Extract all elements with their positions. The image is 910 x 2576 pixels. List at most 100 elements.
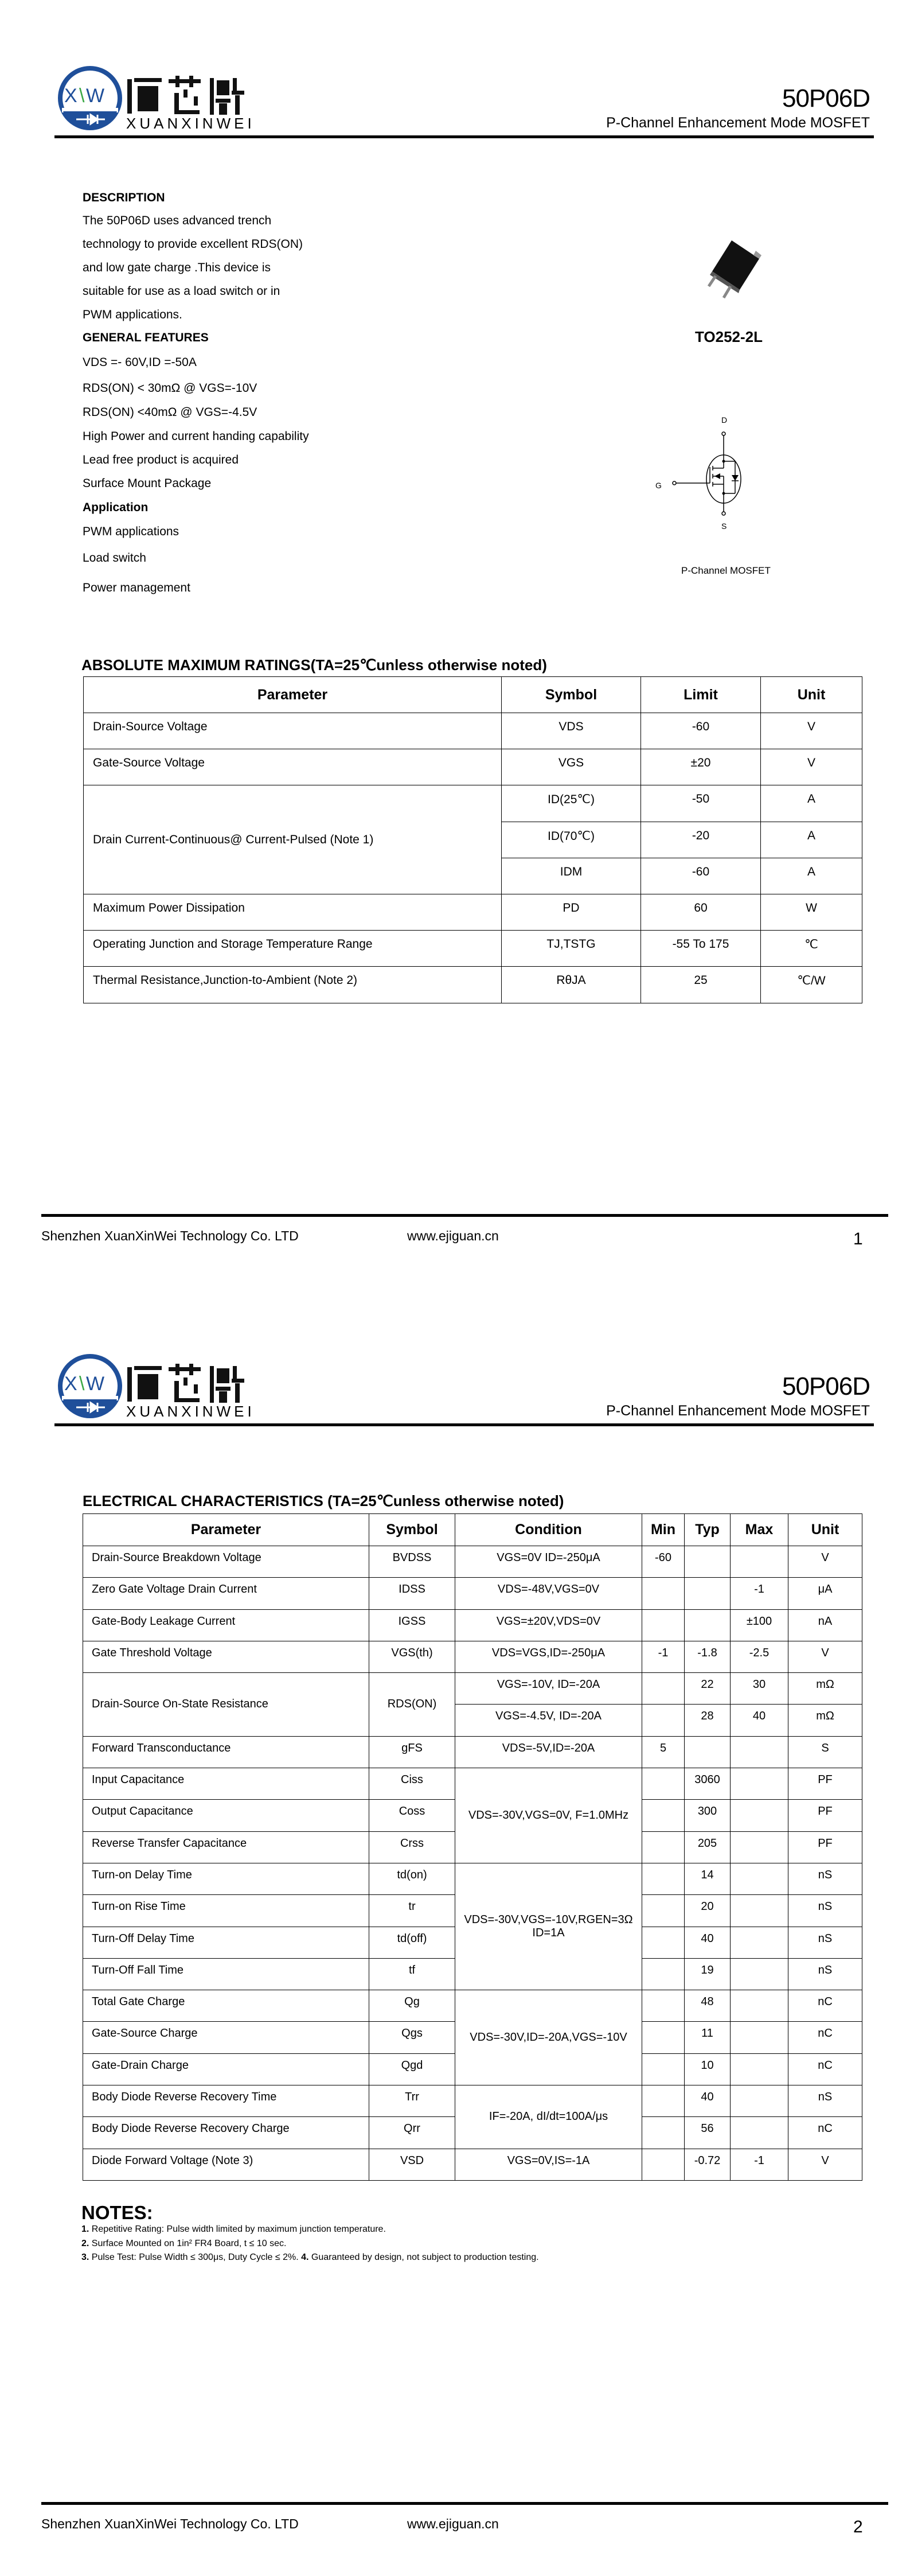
max-cell bbox=[730, 2116, 788, 2149]
symbol-cell: tr bbox=[369, 1894, 455, 1927]
header-divider bbox=[54, 1423, 874, 1426]
part-number: 50P06D bbox=[782, 1372, 870, 1400]
description-heading: DESCRIPTION bbox=[83, 191, 165, 204]
param-cell: Forward Transconductance bbox=[83, 1736, 369, 1769]
svg-text:W: W bbox=[86, 1373, 104, 1395]
param-cell: Input Capacitance bbox=[83, 1768, 369, 1800]
svg-text:\: \ bbox=[79, 85, 85, 107]
param-cell: Reverse Transfer Capacitance bbox=[83, 1831, 369, 1863]
note-number: 4. bbox=[301, 2252, 309, 2262]
device-subtitle: P-Channel Enhancement Mode MOSFET bbox=[606, 1403, 870, 1419]
datasheet-page-1: X \ W XUANXINWEI 50P06D P-Channel Enhanc… bbox=[41, 66, 888, 1248]
symbol-cell: Ciss bbox=[369, 1768, 455, 1800]
max-cell bbox=[730, 1926, 788, 1959]
table-row: IDM -60 A bbox=[84, 857, 862, 894]
table-row: Drain Current-Continuous@ Current-Pulsed… bbox=[83, 785, 862, 894]
note-item: 3. Pulse Test: Pulse Width ≤ 300μs, Duty… bbox=[81, 2252, 539, 2263]
unit-cell: nC bbox=[788, 2053, 862, 2086]
unit-cell: A bbox=[760, 857, 862, 894]
max-cell: 30 bbox=[730, 1672, 788, 1705]
feature-item: High Power and current handing capabilit… bbox=[83, 430, 309, 443]
typ-cell: 28 bbox=[684, 1704, 731, 1737]
typ-cell: 3060 bbox=[684, 1768, 731, 1800]
application-item: PWM applications bbox=[83, 525, 179, 538]
svg-text:\: \ bbox=[79, 1373, 85, 1395]
unit-cell: PF bbox=[788, 1799, 862, 1832]
footer-url[interactable]: www.ejiguan.cn bbox=[407, 2516, 499, 2531]
typ-cell bbox=[684, 1609, 731, 1641]
param-cell: Drain-Source Voltage bbox=[83, 712, 502, 750]
abs-max-title: ABSOLUTE MAXIMUM RATINGS(TA=25℃unless ot… bbox=[81, 656, 547, 674]
header-divider bbox=[54, 135, 874, 138]
symbol-caption: P-Channel MOSFET bbox=[681, 565, 771, 576]
note-number: 3. bbox=[81, 2252, 89, 2262]
note-item: 2. Surface Mounted on 1in² FR4 Board, t … bbox=[81, 2238, 286, 2250]
param-cell: Operating Junction and Storage Temperatu… bbox=[83, 930, 502, 967]
condition-cell: VDS=-48V,VGS=0V bbox=[455, 1577, 642, 1610]
min-cell bbox=[642, 2116, 685, 2149]
typ-cell: 19 bbox=[684, 1958, 731, 1991]
max-cell bbox=[730, 2021, 788, 2054]
table-row: Output Capacitance Coss 300 PF bbox=[83, 1799, 862, 1832]
table-row: Drain-Source Breakdown Voltage BVDSS VGS=0… bbox=[83, 1545, 862, 1578]
note-text: Repetitive Rating: Pulse width limited b… bbox=[89, 2224, 386, 2234]
unit-cell: mΩ bbox=[788, 1672, 862, 1705]
electrical-characteristics-title: ELECTRICAL CHARACTERISTICS (TA=25℃unless… bbox=[83, 1492, 564, 1509]
min-cell: -60 bbox=[642, 1545, 685, 1578]
unit-cell: ℃/W bbox=[760, 966, 862, 1003]
min-cell bbox=[642, 1577, 685, 1610]
param-cell: Turn-on Rise Time bbox=[83, 1894, 369, 1927]
logo-chinese-wordmark bbox=[127, 1364, 244, 1403]
logo-english-wordmark: XUANXINWEI bbox=[126, 1403, 255, 1420]
unit-cell: V bbox=[788, 2148, 862, 2181]
svg-text:X: X bbox=[64, 1373, 77, 1395]
column-header: Symbol bbox=[369, 1513, 455, 1546]
unit-cell: S bbox=[788, 1736, 862, 1769]
table-row: Turn-on Delay Time td(on) VDS=-30V,VGS=-10… bbox=[83, 1862, 862, 1991]
abs-max-ratings-table: Parameter Symbol Limit Unit Drain-Source… bbox=[83, 676, 862, 1003]
max-cell bbox=[730, 1799, 788, 1832]
note-text: Surface Mounted on 1in² FR4 Board, t ≤ 1… bbox=[89, 2239, 287, 2248]
symbol-cell: IDM bbox=[501, 857, 641, 894]
unit-cell: A bbox=[760, 785, 862, 822]
device-subtitle: P-Channel Enhancement Mode MOSFET bbox=[606, 115, 870, 131]
column-header: Unit bbox=[788, 1513, 862, 1546]
typ-cell: 14 bbox=[684, 1862, 731, 1896]
datasheet-page-2: X \ W XUANXINWEI 50P06D P-Channel Enhanc… bbox=[0, 1288, 910, 2576]
application-heading: Application bbox=[83, 501, 149, 514]
condition-cell: VGS=-10V, ID=-20A bbox=[455, 1672, 642, 1705]
param-cell: Diode Forward Voltage (Note 3) bbox=[83, 2148, 369, 2181]
column-header: Parameter bbox=[83, 676, 502, 713]
min-cell bbox=[642, 1990, 685, 2022]
column-header: Limit bbox=[640, 676, 761, 713]
symbol-cell: td(off) bbox=[369, 1926, 455, 1959]
max-cell bbox=[730, 1990, 788, 2022]
param-cell: Gate Threshold Voltage bbox=[83, 1640, 369, 1674]
condition-cell: IF=-20A, dI/dt=100A/μs bbox=[455, 2085, 642, 2149]
max-cell: -2.5 bbox=[730, 1640, 788, 1674]
symbol-cell: Trr bbox=[369, 2085, 455, 2118]
column-header: Condition bbox=[455, 1513, 642, 1546]
column-header: Symbol bbox=[501, 676, 641, 713]
symbol-cell: VGS bbox=[501, 749, 641, 786]
table-row: Gate-Source Charge Qgs 11 nC bbox=[83, 2021, 862, 2054]
typ-cell bbox=[684, 1736, 731, 1769]
min-cell bbox=[642, 1768, 685, 1800]
table-row: Diode Forward Voltage (Note 3) VSD VGS=0V,… bbox=[83, 2148, 862, 2181]
table-row: Turn-Off Fall Time tf 19 nS bbox=[83, 1958, 862, 1991]
table-row: ID(70℃) -20 A bbox=[84, 821, 862, 858]
limit-cell: ±20 bbox=[640, 749, 761, 786]
max-cell bbox=[730, 1862, 788, 1896]
table-row: VGS=-4.5V, ID=-20A 28 40 mΩ bbox=[83, 1704, 862, 1737]
logo-chinese-wordmark bbox=[127, 76, 244, 115]
unit-cell: nS bbox=[788, 1862, 862, 1896]
footer-url[interactable]: www.ejiguan.cn bbox=[407, 1228, 499, 1243]
unit-cell: V bbox=[788, 1545, 862, 1578]
limit-cell: 60 bbox=[640, 893, 761, 931]
note-item: 1. Repetitive Rating: Pulse width limite… bbox=[81, 2224, 386, 2235]
max-cell bbox=[730, 1831, 788, 1863]
typ-cell bbox=[684, 1577, 731, 1610]
footer-divider bbox=[41, 2502, 888, 2505]
max-cell bbox=[730, 2053, 788, 2086]
description-line: and low gate charge .This device is bbox=[83, 261, 271, 274]
